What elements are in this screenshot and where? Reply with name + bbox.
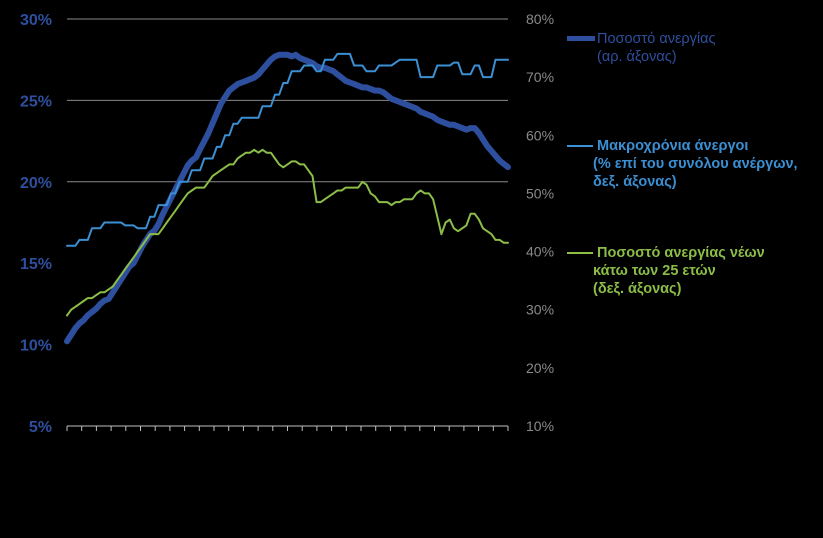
left-tick-label: 30% xyxy=(20,12,52,29)
right-tick-label: 30% xyxy=(526,302,554,318)
legend-line-2: (αρ. άξονας) xyxy=(597,49,677,65)
series-line-youth-unemployment xyxy=(66,148,509,317)
right-tick-label: 10% xyxy=(526,418,554,434)
legend-line-3: (δεξ. άξονας) xyxy=(593,281,682,297)
right-tick-label: 20% xyxy=(526,360,554,376)
series-line-unemployment-rate xyxy=(64,51,511,345)
legend-label-youth-unemployment: Ποσοστό ανεργίας νέων κάτω των 25 ετών (… xyxy=(593,244,765,298)
right-tick-label: 50% xyxy=(526,185,554,201)
legend-line-3: δεξ. άξονας) xyxy=(593,174,677,190)
series-line-long-term-unemployed xyxy=(66,52,509,247)
legend-swatch-unemployment-rate xyxy=(567,36,595,41)
legend-item-unemployment-rate: Ποσοστό ανεργίας (αρ. άξονας) xyxy=(567,30,817,70)
legend-swatch-long-term-unemployed xyxy=(567,145,593,147)
left-tick-label: 15% xyxy=(20,256,52,273)
legend-label-long-term-unemployed: Μακροχρόνια άνεργοι (% επί του συνόλου α… xyxy=(593,137,798,191)
left-tick-label: 20% xyxy=(20,175,52,192)
right-tick-label: 40% xyxy=(526,244,554,260)
left-tick-label: 5% xyxy=(29,419,52,436)
legend-item-youth-unemployment: Ποσοστό ανεργίας νέων κάτω των 25 ετών (… xyxy=(567,244,823,302)
legend-item-long-term-unemployed: Μακροχρόνια άνεργοι (% επί του συνόλου α… xyxy=(567,137,823,195)
legend-line-2: κάτω των 25 ετών xyxy=(593,263,716,279)
legend-label-unemployment-rate: Ποσοστό ανεργίας (αρ. άξονας) xyxy=(597,30,716,66)
legend-line-1: Ποσοστό ανεργίας xyxy=(597,31,716,47)
right-tick-label: 70% xyxy=(526,69,554,85)
legend-line-2: (% επί του συνόλου ανέργων, xyxy=(593,156,798,172)
right-tick-label: 60% xyxy=(526,127,554,143)
left-tick-label: 10% xyxy=(20,338,52,355)
legend-swatch-youth-unemployment xyxy=(567,252,593,254)
left-tick-label: 25% xyxy=(20,93,52,110)
legend-line-1: Ποσοστό ανεργίας νέων xyxy=(593,245,765,261)
right-tick-label: 80% xyxy=(526,11,554,27)
legend-line-1: Μακροχρόνια άνεργοι xyxy=(593,138,749,154)
